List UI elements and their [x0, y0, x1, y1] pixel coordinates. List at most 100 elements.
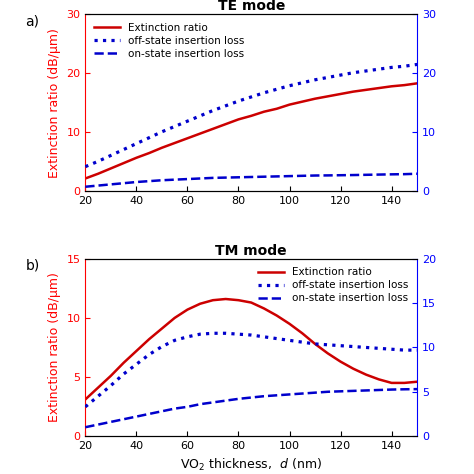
Extinction ratio	[274, 313, 280, 319]
on-state insertion loss	[197, 176, 203, 182]
Extinction ratio	[312, 96, 318, 101]
Extinction ratio	[312, 341, 318, 347]
off-state insertion loss	[414, 347, 420, 353]
on-state insertion loss	[376, 387, 382, 393]
on-state insertion loss	[376, 172, 382, 177]
on-state insertion loss	[401, 386, 407, 392]
off-state insertion loss	[300, 80, 305, 86]
Title: TE mode: TE mode	[218, 0, 285, 13]
on-state insertion loss	[389, 172, 394, 177]
Line: on-state insertion loss: on-state insertion loss	[85, 174, 417, 187]
Extinction ratio	[287, 321, 292, 327]
Extinction ratio	[159, 326, 165, 331]
off-state insertion loss	[312, 341, 318, 347]
Extinction ratio	[121, 360, 127, 365]
Line: off-state insertion loss: off-state insertion loss	[85, 64, 417, 167]
on-state insertion loss	[312, 390, 318, 395]
on-state insertion loss	[363, 172, 369, 178]
on-state insertion loss	[261, 393, 267, 399]
on-state insertion loss	[248, 395, 254, 401]
on-state insertion loss	[82, 424, 88, 430]
off-state insertion loss	[363, 68, 369, 74]
off-state insertion loss	[82, 164, 88, 170]
Extinction ratio	[300, 99, 305, 104]
Y-axis label: Extinction ratio (dB/μm): Extinction ratio (dB/μm)	[48, 273, 61, 422]
on-state insertion loss	[95, 422, 101, 428]
Extinction ratio	[223, 121, 228, 127]
on-state insertion loss	[210, 400, 216, 405]
on-state insertion loss	[236, 396, 241, 401]
Line: Extinction ratio: Extinction ratio	[85, 299, 417, 400]
off-state insertion loss	[376, 346, 382, 351]
on-state insertion loss	[236, 174, 241, 180]
off-state insertion loss	[287, 337, 292, 343]
off-state insertion loss	[236, 98, 241, 104]
Line: Extinction ratio: Extinction ratio	[85, 83, 417, 179]
off-state insertion loss	[325, 342, 331, 347]
on-state insertion loss	[414, 386, 420, 392]
off-state insertion loss	[184, 118, 190, 124]
off-state insertion loss	[248, 332, 254, 338]
off-state insertion loss	[287, 83, 292, 89]
on-state insertion loss	[82, 184, 88, 190]
Text: b): b)	[26, 259, 40, 273]
Extinction ratio	[337, 359, 343, 365]
off-state insertion loss	[389, 64, 394, 70]
on-state insertion loss	[363, 388, 369, 393]
Title: TM mode: TM mode	[215, 244, 287, 258]
Extinction ratio	[414, 81, 420, 86]
on-state insertion loss	[274, 392, 280, 398]
Extinction ratio	[287, 102, 292, 108]
on-state insertion loss	[350, 388, 356, 394]
off-state insertion loss	[236, 331, 241, 337]
off-state insertion loss	[121, 371, 127, 377]
Extinction ratio	[325, 350, 331, 356]
on-state insertion loss	[184, 176, 190, 182]
on-state insertion loss	[172, 406, 177, 411]
off-state insertion loss	[146, 352, 152, 357]
Extinction ratio	[236, 117, 241, 122]
off-state insertion loss	[172, 124, 177, 129]
on-state insertion loss	[134, 179, 139, 185]
on-state insertion loss	[159, 177, 165, 183]
Extinction ratio	[223, 296, 228, 302]
off-state insertion loss	[95, 393, 101, 399]
on-state insertion loss	[389, 387, 394, 392]
off-state insertion loss	[248, 94, 254, 100]
on-state insertion loss	[287, 392, 292, 397]
off-state insertion loss	[261, 90, 267, 96]
on-state insertion loss	[223, 398, 228, 403]
off-state insertion loss	[376, 66, 382, 72]
off-state insertion loss	[261, 334, 267, 340]
off-state insertion loss	[172, 337, 177, 343]
on-state insertion loss	[210, 175, 216, 181]
Text: a): a)	[26, 14, 40, 28]
off-state insertion loss	[312, 77, 318, 82]
off-state insertion loss	[350, 70, 356, 75]
Extinction ratio	[146, 337, 152, 342]
Extinction ratio	[82, 176, 88, 182]
Extinction ratio	[376, 85, 382, 91]
Legend: Extinction ratio, off-state insertion loss, on-state insertion loss: Extinction ratio, off-state insertion lo…	[254, 263, 413, 308]
Legend: Extinction ratio, off-state insertion loss, on-state insertion loss: Extinction ratio, off-state insertion lo…	[90, 18, 248, 63]
Extinction ratio	[197, 131, 203, 137]
on-state insertion loss	[350, 172, 356, 178]
Extinction ratio	[95, 385, 101, 391]
Extinction ratio	[248, 300, 254, 305]
Extinction ratio	[414, 379, 420, 384]
off-state insertion loss	[159, 344, 165, 349]
off-state insertion loss	[108, 153, 114, 158]
Extinction ratio	[172, 315, 177, 321]
off-state insertion loss	[363, 345, 369, 350]
on-state insertion loss	[146, 411, 152, 417]
on-state insertion loss	[197, 401, 203, 407]
off-state insertion loss	[300, 339, 305, 345]
Extinction ratio	[363, 372, 369, 377]
Extinction ratio	[261, 306, 267, 311]
off-state insertion loss	[159, 129, 165, 135]
off-state insertion loss	[108, 383, 114, 388]
Extinction ratio	[401, 82, 407, 88]
on-state insertion loss	[95, 182, 101, 188]
on-state insertion loss	[325, 389, 331, 395]
on-state insertion loss	[300, 391, 305, 396]
